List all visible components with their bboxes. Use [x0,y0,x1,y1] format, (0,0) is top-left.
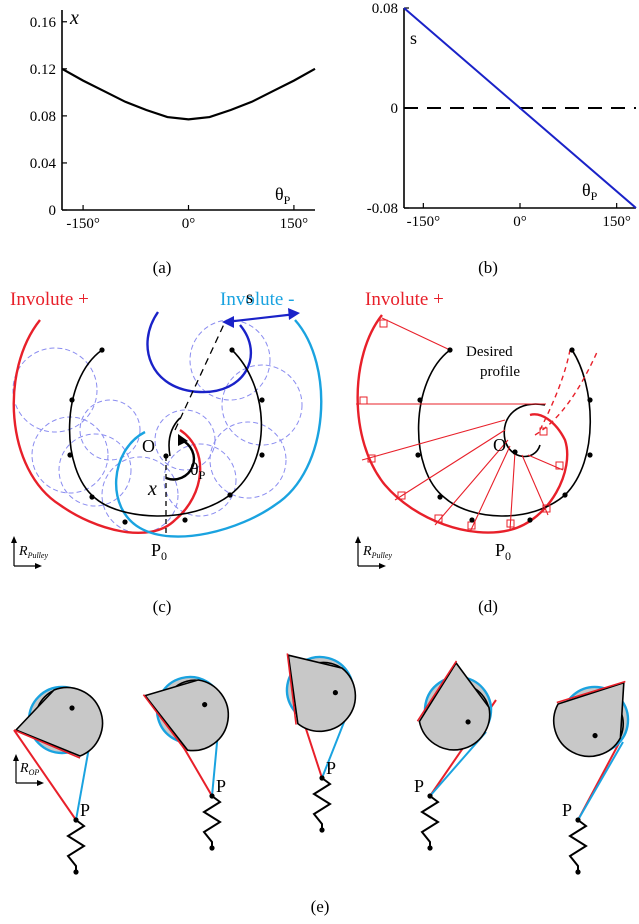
chart-b: -0.08 0 0.08 -150° 0° 150° s θP (b) [367,1,637,277]
chart-a-ytick-label: 0.16 [30,15,57,31]
chart-b-xlabel: θP [582,180,598,203]
caption-b: (b) [478,258,498,277]
chart-a-xlabel: θP [275,184,291,207]
mechanism-2: P [142,675,230,851]
chart-a-xtick-label: 150° [280,216,309,232]
chart-a-ylabel: x [69,7,79,29]
chart-a-xtick-label: 0° [182,216,196,232]
label-P-3: P [326,758,336,778]
frame-icon-d: RPulley [355,536,392,569]
s-arrow [225,312,297,324]
label-theta-c: θP [190,459,206,482]
label-P-5: P [562,800,572,820]
chart-b-ytick-label: 0 [391,101,399,117]
label-P0-c: P0 [151,540,167,563]
svg-text:RPulley: RPulley [362,544,392,560]
involute-plus-curve-c [12,319,202,534]
label-involute-minus-c: Involute - [220,289,294,310]
frame-icon-c: RPulley [11,536,48,569]
chart-a-ytick-label: 0.04 [30,156,57,172]
label-P-1: P [80,800,90,820]
label-s-c: s [246,287,253,307]
involute-minus-curve-c [115,319,323,538]
chart-b-xtick-label: 150° [602,214,631,230]
dashed-tangent-c [174,321,226,431]
dashed-red-involute-d [534,349,599,436]
involute-plus-curve-d [356,314,569,534]
label-involute-plus-d: Involute + [365,289,444,310]
theta-arrowhead [178,434,188,446]
mechanism-1: P [13,685,104,875]
chart-b-series-line [403,7,637,209]
mechanism-5: P [553,680,630,875]
dark-blue-arc [146,311,252,394]
spiral-profile-c [68,349,263,517]
spiral-points-d [415,347,593,523]
caption-d: (d) [478,597,498,616]
chart-a-series-line [61,67,316,121]
chart-b-xtick-label: -150° [407,214,441,230]
label-x-c: x [147,478,157,500]
chart-a-ytick-label: 0.08 [30,109,56,125]
mechanism-3: P [285,653,357,833]
chart-b-xtick-label: 0° [513,214,527,230]
diagram-e: P P P P P ROP (e) [13,653,630,916]
label-desired-1: Desired [466,344,513,360]
label-O-c: O [142,436,155,456]
chart-b-ytick-label: 0.08 [372,1,398,17]
theta-arc-c [165,438,196,481]
label-P0-d: P0 [495,540,511,563]
svg-text:ROP: ROP [19,761,39,777]
chart-a-xtick-label: -150° [66,216,100,232]
chart-a-ytick-label: 0.12 [30,62,56,78]
label-P-4: P [414,776,424,796]
dashed-circles [12,319,303,534]
s-arrowhead-right [288,308,300,320]
frame-icon-e: ROP [13,754,44,786]
normal-lines-d [356,317,564,533]
label-desired-2: profile [480,364,520,380]
desired-profile-spiral [417,349,591,517]
chart-a-ytick-label: 0 [49,203,57,219]
svg-text:RPulley: RPulley [18,544,48,560]
caption-c: (c) [153,597,172,616]
mechanism-4: P [414,660,497,851]
spiral-points-c [67,347,265,525]
diagram-c: Involute + Involute - [10,287,323,616]
right-angle-marks-d [359,319,564,530]
s-arrowhead-left [222,316,234,328]
chart-b-ylabel: s [410,28,417,48]
chart-b-ytick-label: -0.08 [367,201,398,217]
label-involute-plus-c: Involute + [10,289,89,310]
caption-e: (e) [311,897,330,916]
chart-a: 0 0.04 0.08 0.12 0.16 -150° 0° 150° x θP (a) [30,7,316,277]
dashed-red-involute-d2 [539,349,571,431]
caption-a: (a) [153,258,172,277]
diagram-d: Involute + Desired [355,289,599,616]
label-P-2: P [216,776,226,796]
label-O-d: O [493,435,506,455]
